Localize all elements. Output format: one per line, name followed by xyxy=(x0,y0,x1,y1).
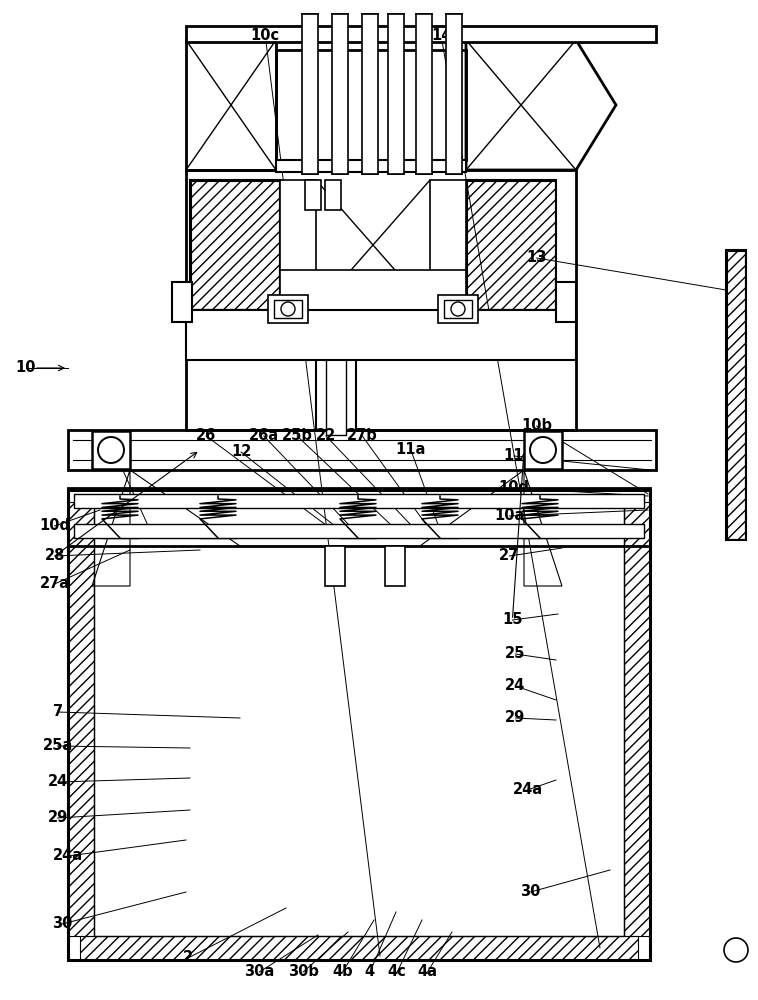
Text: 24: 24 xyxy=(506,678,525,694)
Text: 25a: 25a xyxy=(42,738,73,754)
Bar xyxy=(430,180,466,330)
Bar xyxy=(68,502,94,936)
Text: 24: 24 xyxy=(48,774,67,790)
Bar xyxy=(325,180,341,210)
Text: 10: 10 xyxy=(15,360,36,375)
Bar xyxy=(186,310,576,360)
Bar xyxy=(727,251,745,539)
Text: 15: 15 xyxy=(502,612,523,628)
Bar xyxy=(92,431,130,469)
Bar xyxy=(186,26,656,42)
Text: 30a: 30a xyxy=(244,964,274,980)
Text: 10a: 10a xyxy=(494,508,525,524)
Bar xyxy=(385,546,405,586)
Text: 13: 13 xyxy=(527,250,547,265)
Bar xyxy=(172,282,192,322)
Text: 11a: 11a xyxy=(396,442,426,458)
Text: 24a: 24a xyxy=(512,782,543,798)
Bar xyxy=(726,250,746,540)
Bar xyxy=(438,295,478,323)
Text: 4b: 4b xyxy=(332,964,353,980)
Bar xyxy=(276,160,466,172)
Text: 29: 29 xyxy=(48,810,67,826)
Bar xyxy=(466,180,556,310)
Text: 25b: 25b xyxy=(282,428,312,444)
Bar xyxy=(186,170,576,430)
Text: 23: 23 xyxy=(104,442,124,458)
Text: 10d: 10d xyxy=(39,518,70,534)
Text: 29: 29 xyxy=(506,710,525,726)
Bar xyxy=(68,488,650,546)
Bar xyxy=(444,300,472,318)
Text: 22: 22 xyxy=(316,428,336,444)
Text: 24a: 24a xyxy=(53,848,83,863)
Bar xyxy=(280,180,316,330)
Text: 10d: 10d xyxy=(499,481,529,495)
Bar xyxy=(94,502,624,936)
Bar xyxy=(362,14,378,174)
Text: 27b: 27b xyxy=(347,428,377,444)
Circle shape xyxy=(98,437,124,463)
Bar xyxy=(446,14,462,174)
Bar xyxy=(68,490,650,960)
Bar xyxy=(190,180,280,310)
Bar xyxy=(274,300,302,318)
Text: 11: 11 xyxy=(503,448,525,464)
Text: 4c: 4c xyxy=(388,964,406,980)
Bar xyxy=(186,40,276,170)
Bar xyxy=(316,348,356,430)
Bar xyxy=(524,431,562,469)
Bar xyxy=(332,14,348,174)
Text: 30: 30 xyxy=(521,884,540,900)
Text: 30b: 30b xyxy=(288,964,318,980)
Text: 12: 12 xyxy=(231,444,251,460)
Text: 4: 4 xyxy=(365,964,375,980)
Text: 10b: 10b xyxy=(522,418,552,434)
Text: 27a: 27a xyxy=(39,576,70,591)
Circle shape xyxy=(724,938,748,962)
Circle shape xyxy=(281,302,295,316)
Bar xyxy=(326,340,346,435)
Bar xyxy=(74,524,644,538)
Bar xyxy=(191,181,279,309)
Text: 28: 28 xyxy=(45,548,64,564)
Bar xyxy=(416,14,432,174)
Text: 10c: 10c xyxy=(251,28,280,43)
Text: 26: 26 xyxy=(196,428,216,444)
Bar xyxy=(280,270,466,310)
Text: 26a: 26a xyxy=(249,428,279,444)
Bar xyxy=(325,546,345,586)
Bar xyxy=(276,50,466,160)
Bar xyxy=(388,14,404,174)
Bar xyxy=(305,180,321,210)
Bar xyxy=(467,181,555,309)
Text: 4a: 4a xyxy=(418,964,437,980)
Text: 2: 2 xyxy=(183,950,193,966)
Bar xyxy=(80,936,638,960)
Bar xyxy=(268,295,308,323)
Text: 14: 14 xyxy=(431,28,451,43)
Text: 25: 25 xyxy=(506,647,525,662)
Bar xyxy=(302,14,318,174)
Text: 27: 27 xyxy=(500,548,519,564)
Bar xyxy=(68,430,656,470)
Circle shape xyxy=(530,437,556,463)
Bar xyxy=(74,494,644,508)
Bar xyxy=(624,502,650,936)
Text: 30: 30 xyxy=(52,916,72,932)
Circle shape xyxy=(451,302,465,316)
Bar xyxy=(556,282,576,322)
Text: 7: 7 xyxy=(52,704,63,720)
